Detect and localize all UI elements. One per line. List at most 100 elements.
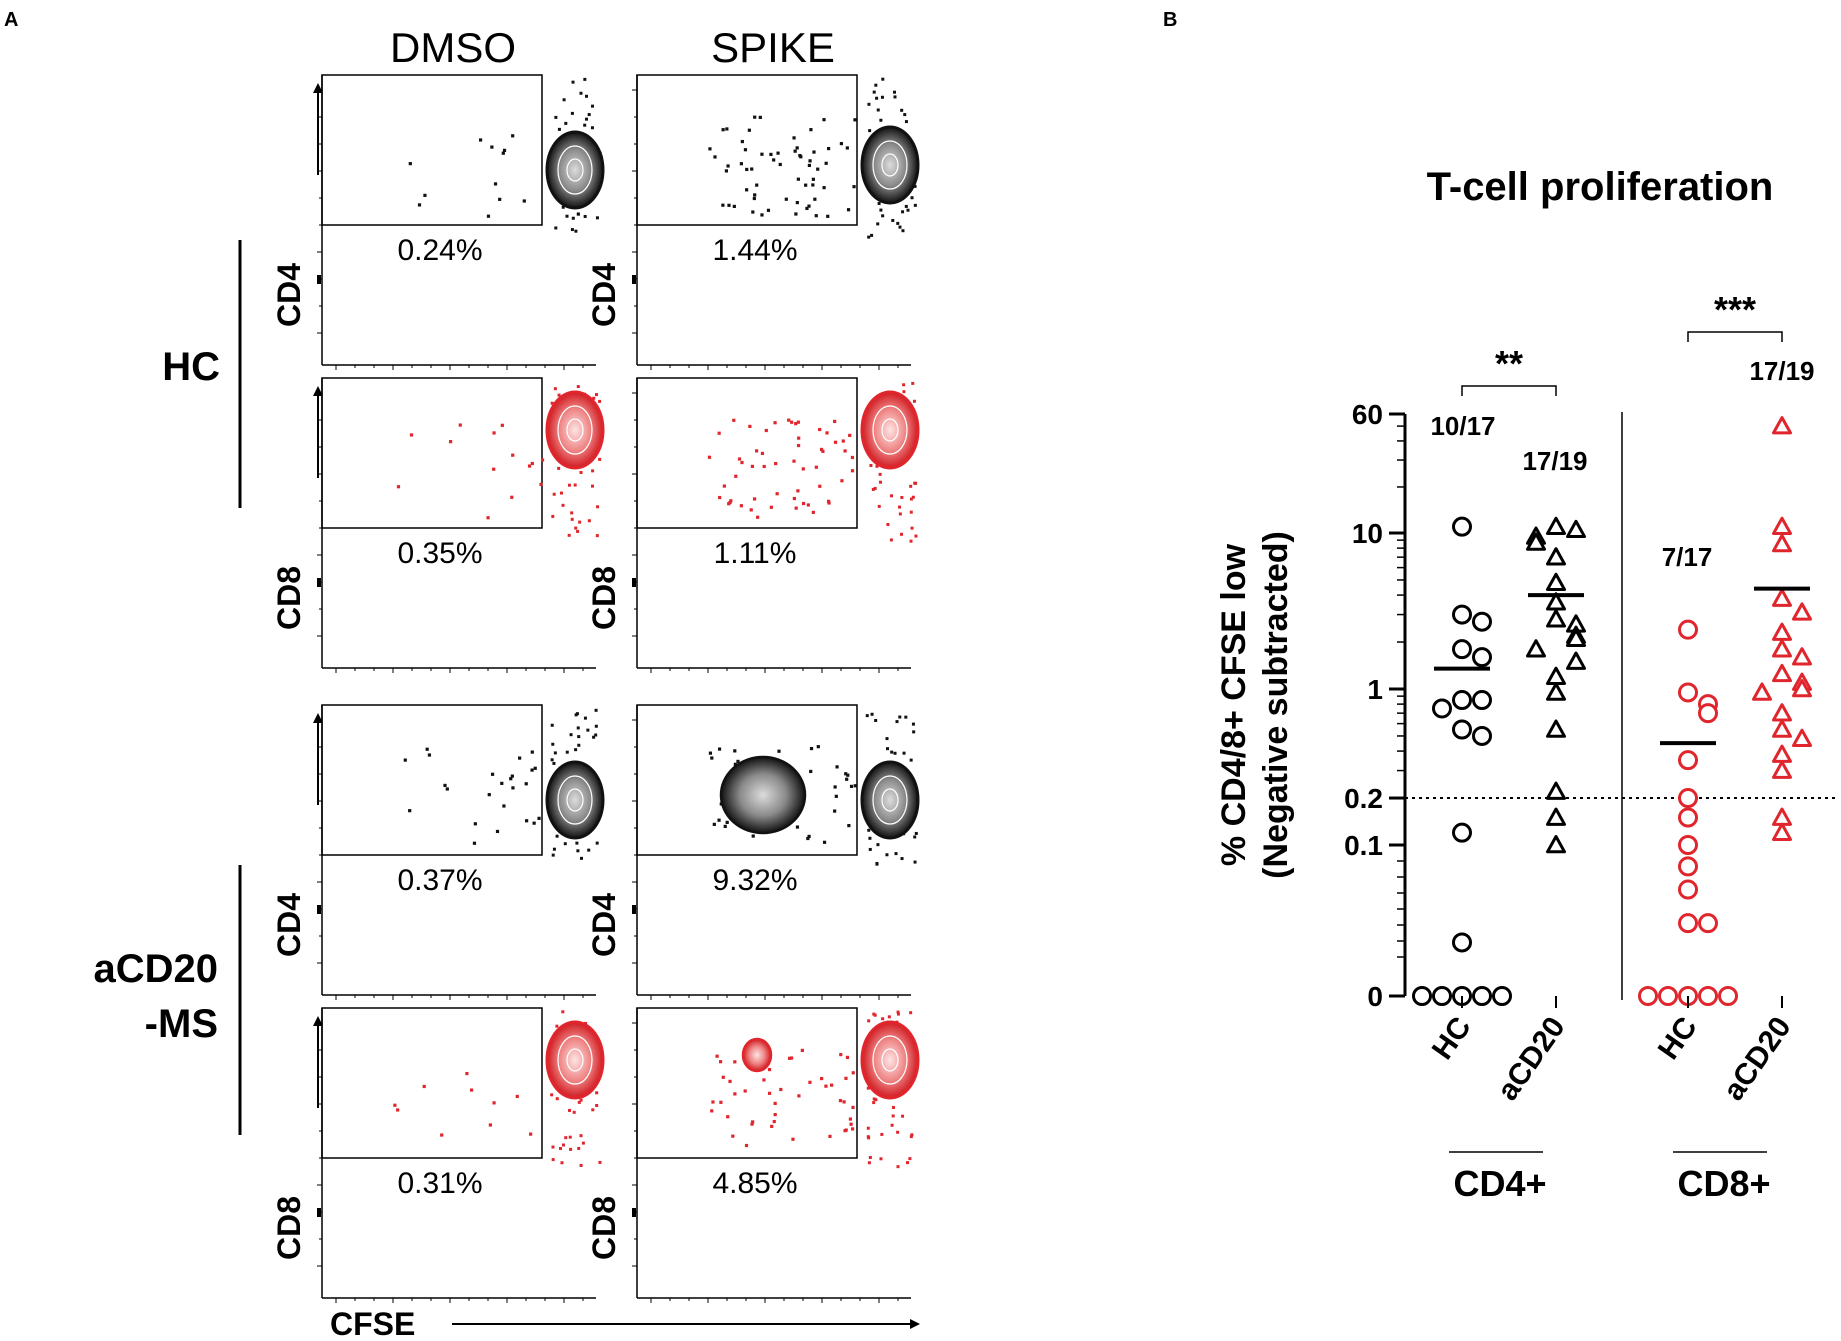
flow-event-dot [423, 193, 427, 197]
flow-event-dot [486, 214, 491, 218]
data-point [1452, 516, 1472, 537]
flow-event-dot [728, 1079, 732, 1083]
data-point [1698, 913, 1718, 934]
flow-event-dot [814, 465, 818, 469]
flow-event-dot [901, 210, 905, 214]
y-axis-label-line1: % CD4/8+ CFSE low [1215, 543, 1253, 866]
flow-event-dot [495, 829, 500, 834]
flow-event-dot [796, 420, 800, 424]
flow-event-dot [867, 1161, 871, 1165]
data-point [1772, 588, 1792, 607]
flow-event-dot [911, 495, 915, 499]
flow-event-dot [880, 95, 884, 99]
flow-event-dot [870, 233, 874, 237]
flow-event-dot [902, 383, 906, 387]
flow-event-dot [552, 761, 556, 765]
flow-event-dot [511, 453, 515, 457]
flow-contour [557, 775, 593, 825]
flow-event-dot [417, 203, 422, 207]
flow-event-dot [893, 95, 897, 99]
flow-event-dot [551, 1145, 555, 1149]
flow-event-dot [752, 497, 757, 501]
data-point [1792, 679, 1812, 698]
flow-event-dot [577, 735, 581, 739]
flow-event-dot [885, 737, 889, 741]
flow-event-dot [427, 753, 432, 757]
flow-event-dot [912, 730, 916, 734]
flow-event-dot [881, 214, 885, 218]
flow-event-dot [833, 785, 837, 789]
group-label-acd20-line2: -MS [145, 1002, 218, 1046]
flow-event-dot [719, 1100, 723, 1104]
data-point [1546, 516, 1566, 535]
flow-event-dot [896, 1130, 900, 1134]
flow-event-dot [905, 1161, 909, 1165]
flow-event-dot [727, 203, 731, 207]
flow-event-dot [533, 766, 537, 770]
flow-event-dot [895, 720, 899, 724]
data-point [1432, 698, 1452, 719]
flow-event-dot [756, 515, 760, 519]
flow-event-dot [909, 539, 913, 543]
flow-event-dot [867, 1136, 871, 1140]
flow-event-dot [396, 1108, 400, 1112]
flow-event-dot [718, 495, 722, 500]
flow-event-dot [488, 1123, 492, 1127]
flow-plot-hc-cd8-spike: 1.11% CD8 [586, 377, 920, 673]
flow-event-dot [797, 1094, 801, 1098]
flow-event-dot [849, 784, 854, 788]
flow-event-dot [525, 819, 529, 823]
flow-event-dot [910, 526, 914, 530]
flow-event-dot [561, 1010, 565, 1014]
flow-event-dot [562, 98, 566, 102]
data-point [1792, 647, 1812, 666]
flow-event-dot [898, 715, 902, 719]
flow-event-dot [801, 501, 806, 506]
flow-event-dot [821, 449, 825, 453]
group-label: CD4+ [1453, 1163, 1546, 1204]
flow-event-dot [579, 91, 583, 95]
flow-event-dot [871, 487, 875, 491]
data-point [1772, 663, 1792, 683]
flow-event-dot [875, 96, 879, 100]
flow-event-dot [766, 208, 771, 212]
flow-event-dot [851, 1071, 855, 1075]
flow-event-dot [796, 177, 800, 181]
flow-event-dot [913, 203, 917, 207]
flow-gate-percentage: 0.24% [397, 234, 482, 267]
flow-event-dot [887, 1015, 891, 1019]
flow-marker-label: CD4 [586, 263, 622, 327]
flow-event-dot [879, 1157, 883, 1161]
flow-event-dot [551, 742, 555, 746]
flow-main-population [545, 760, 605, 840]
data-point [1566, 651, 1586, 670]
flow-event-dot [568, 1135, 572, 1139]
flow-event-dot [586, 728, 590, 732]
flow-main-population [545, 1020, 605, 1100]
flow-event-dot [769, 505, 773, 509]
flow-event-dot [840, 479, 844, 483]
flow-axis-marker [632, 905, 636, 914]
flow-contour [557, 1035, 593, 1085]
data-point [1678, 879, 1698, 900]
flow-event-dot [808, 159, 812, 163]
flow-event-dot [576, 726, 580, 730]
flow-event-dot [583, 716, 587, 720]
data-point [1546, 682, 1566, 701]
flow-gate-percentage: 4.85% [712, 1167, 797, 1200]
flow-event-dot [850, 455, 855, 460]
flow-event-dot [587, 848, 591, 852]
flow-event-dot [595, 841, 599, 845]
flow-gate [321, 377, 543, 529]
data-point [1678, 835, 1698, 855]
flow-event-dot [875, 464, 879, 468]
flow-event-dot [822, 840, 827, 844]
flow-event-dot [595, 1091, 599, 1095]
flow-event-dot [758, 115, 762, 119]
column-title-spike: SPIKE [711, 24, 835, 71]
flow-event-dot [809, 746, 814, 751]
flow-event-dot [828, 1134, 832, 1138]
flow-event-dot [845, 1055, 850, 1060]
flow-event-dot [784, 197, 788, 201]
flow-event-dot [409, 433, 414, 437]
